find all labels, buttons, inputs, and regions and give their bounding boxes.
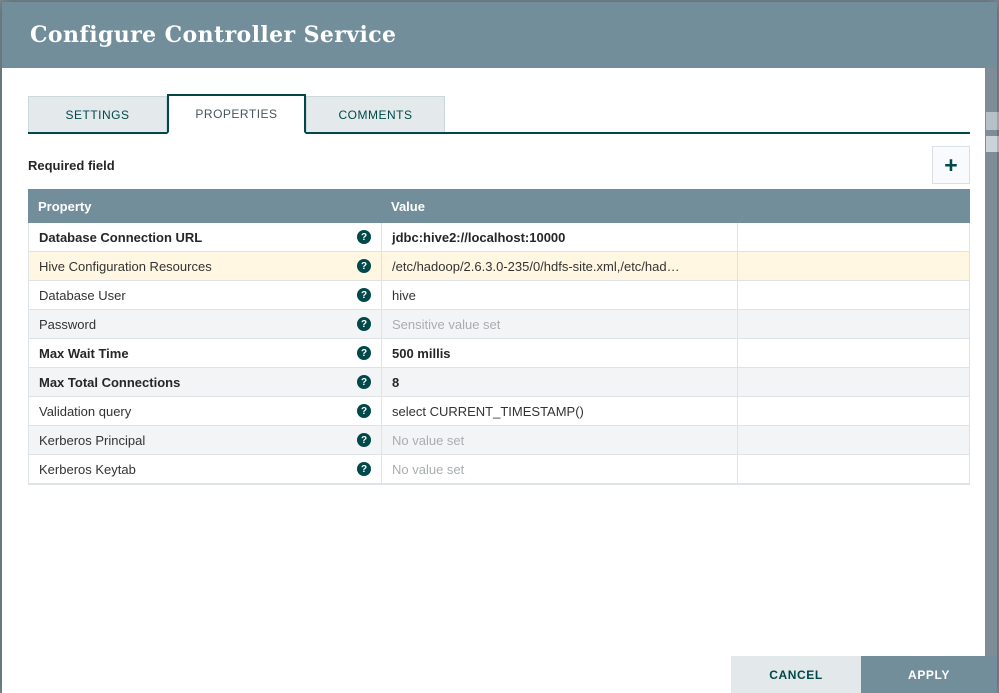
table-row[interactable]: Kerberos Keytab? No value set — [29, 455, 969, 484]
column-header-value: Value — [391, 198, 425, 214]
property-value: 8 — [392, 374, 400, 390]
property-value-cell[interactable]: jdbc:hive2://localhost:10000 — [381, 223, 737, 251]
required-field-label: Required field — [28, 157, 115, 173]
backdrop-artifact — [986, 136, 999, 152]
question-circle-icon[interactable]: ? — [357, 259, 371, 273]
properties-table: Property Value Database Connection URL? j… — [28, 189, 970, 485]
property-name-cell: Max Wait Time? — [29, 339, 381, 367]
question-circle-icon[interactable]: ? — [357, 317, 371, 331]
row-actions-cell — [737, 455, 969, 483]
tab-bar: SETTINGS PROPERTIES COMMENTS — [28, 94, 970, 134]
property-name-cell: Kerberos Keytab? — [29, 455, 381, 483]
table-row[interactable]: Database User? hive — [29, 281, 969, 310]
dialog-body: SETTINGS PROPERTIES COMMENTS Required fi… — [2, 68, 985, 693]
cancel-button[interactable]: CANCEL — [731, 656, 861, 693]
property-name: Max Wait Time — [39, 345, 129, 361]
apply-button[interactable]: APPLY — [861, 656, 997, 693]
property-value: /etc/hadoop/2.6.3.0-235/0/hdfs-site.xml,… — [392, 258, 680, 274]
property-value: hive — [392, 287, 416, 303]
property-name: Password — [39, 316, 97, 332]
property-value-cell[interactable]: /etc/hadoop/2.6.3.0-235/0/hdfs-site.xml,… — [381, 252, 737, 280]
property-name-cell: Validation query? — [29, 397, 381, 425]
add-property-button[interactable]: + — [932, 146, 970, 184]
properties-table-body: Database Connection URL? jdbc:hive2://loc… — [28, 223, 970, 485]
row-actions-cell — [737, 223, 969, 251]
property-name: Database Connection URL — [39, 229, 203, 245]
column-header-property: Property — [38, 198, 92, 214]
property-name: Kerberos Keytab — [39, 461, 136, 477]
property-value: select CURRENT_TIMESTAMP() — [392, 403, 584, 419]
row-actions-cell — [737, 397, 969, 425]
row-actions-cell — [737, 426, 969, 454]
plus-icon: + — [944, 151, 958, 178]
dialog-header: Configure Controller Service — [2, 2, 997, 68]
table-row[interactable]: Max Total Connections? 8 — [29, 368, 969, 397]
property-value-cell[interactable]: 500 millis — [381, 339, 737, 367]
property-value-cell[interactable]: Sensitive value set — [381, 310, 737, 338]
property-name-cell: Max Total Connections? — [29, 368, 381, 396]
tab-settings[interactable]: SETTINGS — [28, 96, 167, 132]
property-value: 500 millis — [392, 345, 451, 361]
property-value-cell[interactable]: hive — [381, 281, 737, 309]
dialog-footer: CANCEL APPLY — [731, 656, 997, 693]
property-name-cell: Password? — [29, 310, 381, 338]
property-name-cell: Database User? — [29, 281, 381, 309]
row-actions-cell — [737, 368, 969, 396]
question-circle-icon[interactable]: ? — [357, 346, 371, 360]
table-toolbar: Required field + — [28, 146, 970, 184]
property-name-cell: Kerberos Principal? — [29, 426, 381, 454]
question-circle-icon[interactable]: ? — [357, 433, 371, 447]
question-circle-icon[interactable]: ? — [357, 404, 371, 418]
row-actions-cell — [737, 281, 969, 309]
dialog-title: Configure Controller Service — [30, 22, 397, 48]
property-value-cell[interactable]: 8 — [381, 368, 737, 396]
question-circle-icon[interactable]: ? — [357, 462, 371, 476]
backdrop-artifact — [986, 112, 999, 130]
property-name: Kerberos Principal — [39, 432, 146, 448]
property-name: Validation query — [39, 403, 132, 419]
row-actions-cell — [737, 339, 969, 367]
property-value: No value set — [392, 432, 465, 448]
tab-comments[interactable]: COMMENTS — [306, 96, 445, 132]
property-value-cell[interactable]: select CURRENT_TIMESTAMP() — [381, 397, 737, 425]
property-name-cell: Database Connection URL? — [29, 223, 381, 251]
question-circle-icon[interactable]: ? — [357, 375, 371, 389]
properties-table-header: Property Value — [28, 189, 970, 223]
row-actions-cell — [737, 252, 969, 280]
table-row[interactable]: Max Wait Time? 500 millis — [29, 339, 969, 368]
property-value: jdbc:hive2://localhost:10000 — [392, 229, 566, 245]
table-row[interactable]: Validation query? select CURRENT_TIMESTAM… — [29, 397, 969, 426]
property-name: Database User — [39, 287, 126, 303]
property-value: Sensitive value set — [392, 316, 501, 332]
question-circle-icon[interactable]: ? — [357, 230, 371, 244]
table-row[interactable]: Database Connection URL? jdbc:hive2://loc… — [29, 223, 969, 252]
table-row[interactable]: Password? Sensitive value set — [29, 310, 969, 339]
property-value: No value set — [392, 461, 465, 477]
property-name-cell: Hive Configuration Resources? — [29, 252, 381, 280]
property-value-cell[interactable]: No value set — [381, 455, 737, 483]
question-circle-icon[interactable]: ? — [357, 288, 371, 302]
property-value-cell[interactable]: No value set — [381, 426, 737, 454]
property-name: Max Total Connections — [39, 374, 181, 390]
table-row[interactable]: Kerberos Principal? No value set — [29, 426, 969, 455]
row-actions-cell — [737, 310, 969, 338]
tab-properties[interactable]: PROPERTIES — [167, 94, 306, 134]
property-name: Hive Configuration Resources — [39, 258, 212, 274]
table-row[interactable]: Hive Configuration Resources? /etc/hadoop… — [29, 252, 969, 281]
